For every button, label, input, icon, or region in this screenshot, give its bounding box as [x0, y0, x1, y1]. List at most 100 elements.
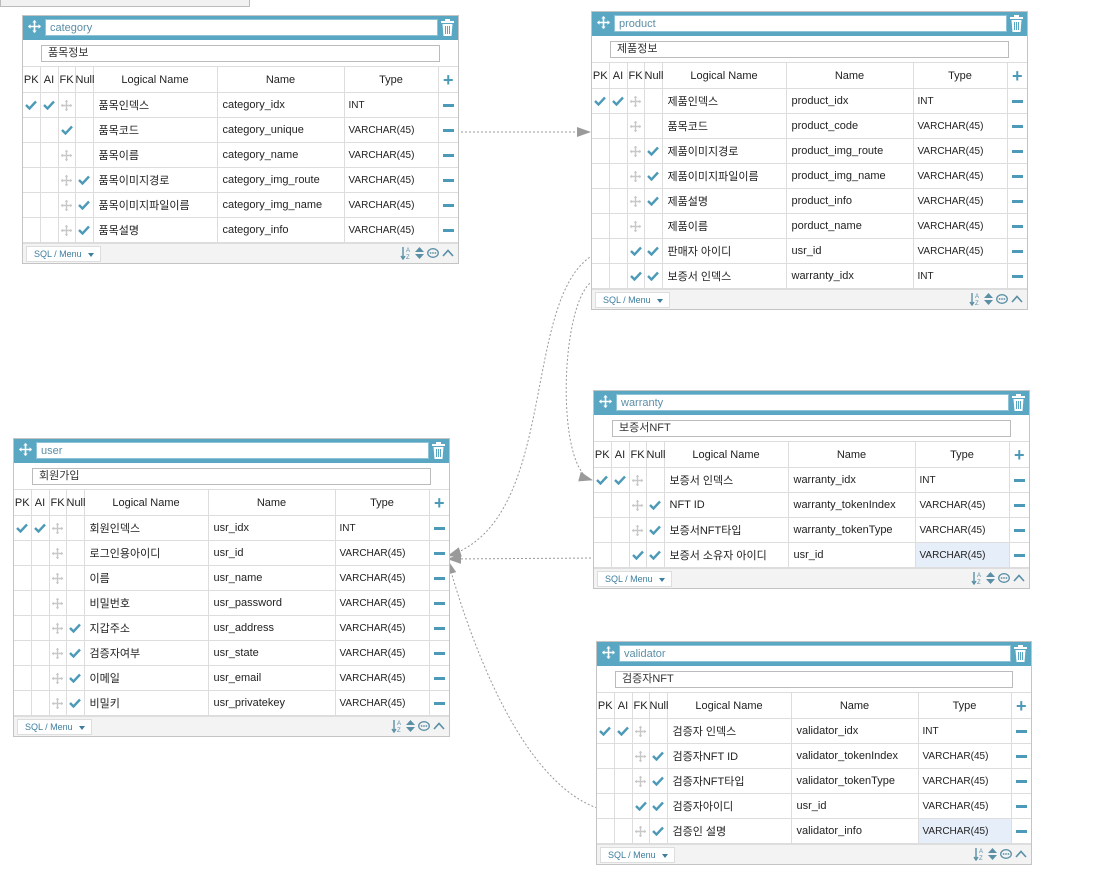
- ai-cell[interactable]: [31, 565, 50, 591]
- null-cell[interactable]: [66, 615, 85, 641]
- column-name-cell[interactable]: usr_id: [791, 793, 919, 819]
- ai-cell[interactable]: [31, 540, 50, 566]
- table-row[interactable]: 이름 usr_name VARCHAR(45): [14, 565, 449, 591]
- type-cell[interactable]: VARCHAR(45): [344, 217, 439, 243]
- logical-name-cell[interactable]: 보증서 인덱스: [664, 467, 789, 493]
- column-name-cell[interactable]: product_idx: [786, 88, 914, 114]
- pk-cell[interactable]: [23, 92, 41, 118]
- logical-name-cell[interactable]: 보증서 소유자 아이디: [664, 542, 789, 568]
- pk-cell[interactable]: [592, 263, 610, 289]
- ai-cell[interactable]: [611, 517, 630, 543]
- table-product[interactable]: product 제품정보 PK AI FK Null Logical Name Name Typ…: [591, 11, 1028, 310]
- remove-column-icon[interactable]: [1007, 163, 1027, 189]
- table-comment-input[interactable]: 회원가입: [32, 468, 431, 485]
- remove-column-icon[interactable]: [1007, 113, 1027, 139]
- table-row[interactable]: 이메일 usr_email VARCHAR(45): [14, 665, 449, 691]
- ai-cell[interactable]: [609, 113, 628, 139]
- null-cell[interactable]: [66, 565, 85, 591]
- column-name-cell[interactable]: category_name: [217, 142, 345, 168]
- type-cell[interactable]: VARCHAR(45): [335, 590, 430, 616]
- ai-cell[interactable]: [31, 590, 50, 616]
- table-row[interactable]: 검증인 설명 validator_info VARCHAR(45): [597, 818, 1031, 844]
- pk-cell[interactable]: [592, 88, 610, 114]
- null-cell[interactable]: [649, 718, 668, 744]
- ai-cell[interactable]: [40, 192, 59, 218]
- sql-menu-button[interactable]: SQL / Menu: [600, 847, 675, 863]
- type-cell[interactable]: VARCHAR(45): [915, 517, 1010, 543]
- column-name-cell[interactable]: product_info: [786, 188, 914, 214]
- remove-column-icon[interactable]: [1007, 138, 1027, 164]
- column-name-cell[interactable]: usr_id: [786, 238, 914, 264]
- pk-cell[interactable]: [23, 117, 41, 143]
- table-name-input[interactable]: warranty: [616, 394, 1009, 411]
- fk-cell[interactable]: [58, 142, 76, 168]
- type-cell[interactable]: INT: [344, 92, 439, 118]
- reorder-icon[interactable]: [981, 293, 993, 305]
- ai-cell[interactable]: [609, 238, 628, 264]
- fk-cell[interactable]: [627, 163, 645, 189]
- remove-column-icon[interactable]: [438, 117, 458, 143]
- null-cell[interactable]: [644, 263, 663, 289]
- table-row[interactable]: 제품이미지파일이름 product_img_name VARCHAR(45): [592, 163, 1027, 189]
- remove-column-icon[interactable]: [438, 142, 458, 168]
- logical-name-cell[interactable]: 제품이미지경로: [662, 138, 787, 164]
- logical-name-cell[interactable]: 보증서NFT타입: [664, 517, 789, 543]
- fk-cell[interactable]: [629, 517, 647, 543]
- column-name-cell[interactable]: category_img_name: [217, 192, 345, 218]
- null-cell[interactable]: [66, 590, 85, 616]
- type-cell[interactable]: VARCHAR(45): [344, 142, 439, 168]
- column-name-cell[interactable]: validator_info: [791, 818, 919, 844]
- logical-name-cell[interactable]: 제품이미지파일이름: [662, 163, 787, 189]
- ai-cell[interactable]: [31, 515, 50, 541]
- null-cell[interactable]: [644, 213, 663, 239]
- type-cell[interactable]: VARCHAR(45): [913, 113, 1008, 139]
- remove-column-icon[interactable]: [438, 92, 458, 118]
- table-row[interactable]: NFT ID warranty_tokenIndex VARCHAR(45): [594, 492, 1029, 518]
- null-cell[interactable]: [75, 142, 94, 168]
- remove-column-icon[interactable]: [1009, 492, 1029, 518]
- null-cell[interactable]: [66, 690, 85, 716]
- pk-cell[interactable]: [23, 167, 41, 193]
- ai-cell[interactable]: [611, 467, 630, 493]
- table-row[interactable]: 비밀번호 usr_password VARCHAR(45): [14, 590, 449, 616]
- add-column-icon[interactable]: +: [1007, 63, 1027, 89]
- column-name-cell[interactable]: warranty_tokenIndex: [788, 492, 916, 518]
- logical-name-cell[interactable]: 품목코드: [93, 117, 218, 143]
- logical-name-cell[interactable]: 검증자NFT ID: [667, 743, 792, 769]
- logical-name-cell[interactable]: 검증자아이디: [667, 793, 792, 819]
- logical-name-cell[interactable]: 품목코드: [662, 113, 787, 139]
- pk-cell[interactable]: [14, 540, 32, 566]
- ai-cell[interactable]: [609, 213, 628, 239]
- table-name-input[interactable]: product: [614, 15, 1007, 32]
- column-name-cell[interactable]: usr_name: [208, 565, 336, 591]
- table-row[interactable]: 검증자 인덱스 validator_idx INT: [597, 718, 1031, 744]
- ai-cell[interactable]: [614, 818, 633, 844]
- type-cell[interactable]: VARCHAR(45): [913, 138, 1008, 164]
- ai-cell[interactable]: [40, 92, 59, 118]
- type-cell[interactable]: INT: [918, 718, 1012, 744]
- fk-cell[interactable]: [58, 192, 76, 218]
- fk-cell[interactable]: [632, 768, 650, 794]
- fk-cell[interactable]: [632, 743, 650, 769]
- table-row[interactable]: 품목이미지파일이름 category_img_name VARCHAR(45): [23, 192, 458, 218]
- add-column-icon[interactable]: +: [1011, 693, 1031, 719]
- pk-cell[interactable]: [594, 467, 612, 493]
- logical-name-cell[interactable]: 회원인덱스: [84, 515, 209, 541]
- remove-column-icon[interactable]: [438, 217, 458, 243]
- comment-icon[interactable]: [993, 293, 1008, 305]
- collapse-icon[interactable]: [439, 247, 454, 259]
- pk-cell[interactable]: [14, 665, 32, 691]
- pk-cell[interactable]: [594, 517, 612, 543]
- type-cell[interactable]: VARCHAR(45): [335, 565, 430, 591]
- move-icon[interactable]: [596, 16, 611, 31]
- fk-cell[interactable]: [49, 515, 67, 541]
- null-cell[interactable]: [649, 743, 668, 769]
- remove-column-icon[interactable]: [429, 665, 449, 691]
- logical-name-cell[interactable]: 이메일: [84, 665, 209, 691]
- remove-column-icon[interactable]: [429, 515, 449, 541]
- table-row[interactable]: 품목코드 product_code VARCHAR(45): [592, 113, 1027, 139]
- remove-column-icon[interactable]: [1007, 263, 1027, 289]
- remove-column-icon[interactable]: [438, 167, 458, 193]
- ai-cell[interactable]: [40, 217, 59, 243]
- logical-name-cell[interactable]: 품목인덱스: [93, 92, 218, 118]
